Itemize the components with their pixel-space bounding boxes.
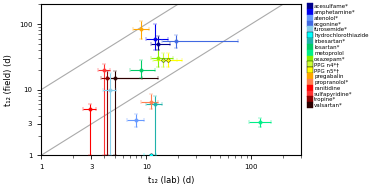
- Legend: acesulfame*, amphetamine*, atenolol*, ecgonine*, furosemide*, hydrochlorothiazid: acesulfame*, amphetamine*, atenolol*, ec…: [307, 4, 369, 108]
- Y-axis label: t₁₂ (field) (d): t₁₂ (field) (d): [4, 54, 13, 106]
- X-axis label: t₁₂ (lab) (d): t₁₂ (lab) (d): [148, 176, 195, 185]
